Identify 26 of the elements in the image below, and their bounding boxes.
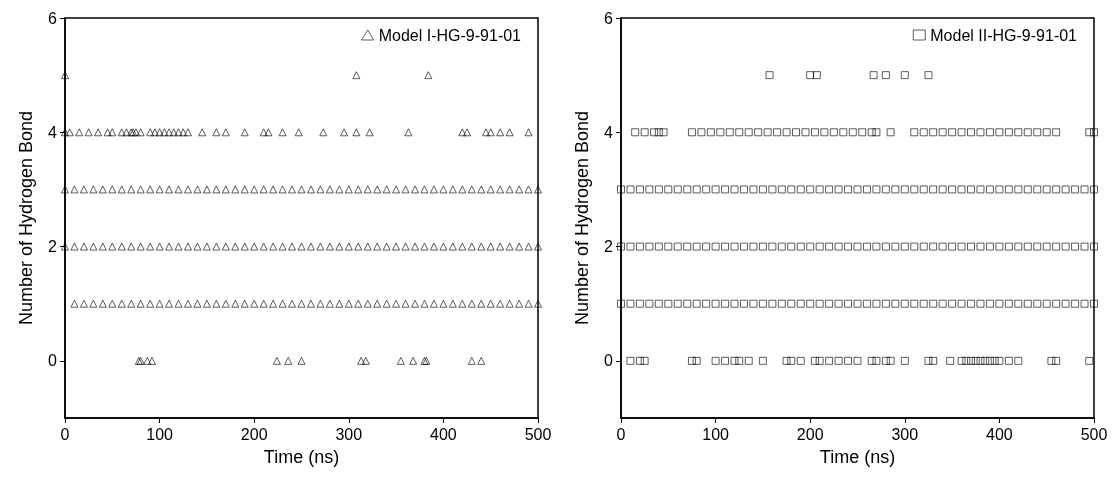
x-tick-label: 400 xyxy=(430,425,457,443)
x-tick-label: 0 xyxy=(616,425,626,443)
y-tick-label: 6 xyxy=(604,9,614,27)
x-tick-label: 200 xyxy=(796,425,824,443)
y-tick-label: 0 xyxy=(604,352,614,370)
y-tick-label: 2 xyxy=(48,238,58,256)
x-tick-label: 400 xyxy=(986,425,1013,443)
y-tick-label: 0 xyxy=(48,352,58,370)
x-tick-label: 300 xyxy=(335,425,363,443)
y-tick-label: 2 xyxy=(604,238,614,256)
x-axis-title: Time (ns) xyxy=(819,447,896,467)
legend-label: Model II-HG-9-91-01 xyxy=(930,26,1078,44)
x-tick-label: 500 xyxy=(524,425,552,443)
y-tick-label: 4 xyxy=(604,123,614,141)
y-axis-title: Number of Hydrogen Bond xyxy=(572,110,592,326)
x-tick-label: 500 xyxy=(1080,425,1108,443)
x-tick-label: 300 xyxy=(891,425,919,443)
y-axis-title: Number of Hydrogen Bond xyxy=(16,110,36,326)
y-tick-label: 6 xyxy=(48,9,58,27)
x-tick-label: 100 xyxy=(146,425,174,443)
x-tick-label: 200 xyxy=(240,425,268,443)
x-axis-title: Time (ns) xyxy=(263,447,340,467)
x-tick-label: 0 xyxy=(60,425,70,443)
legend-label: Model I-HG-9-91-01 xyxy=(378,26,522,44)
y-tick-label: 4 xyxy=(48,123,58,141)
x-tick-label: 100 xyxy=(702,425,730,443)
